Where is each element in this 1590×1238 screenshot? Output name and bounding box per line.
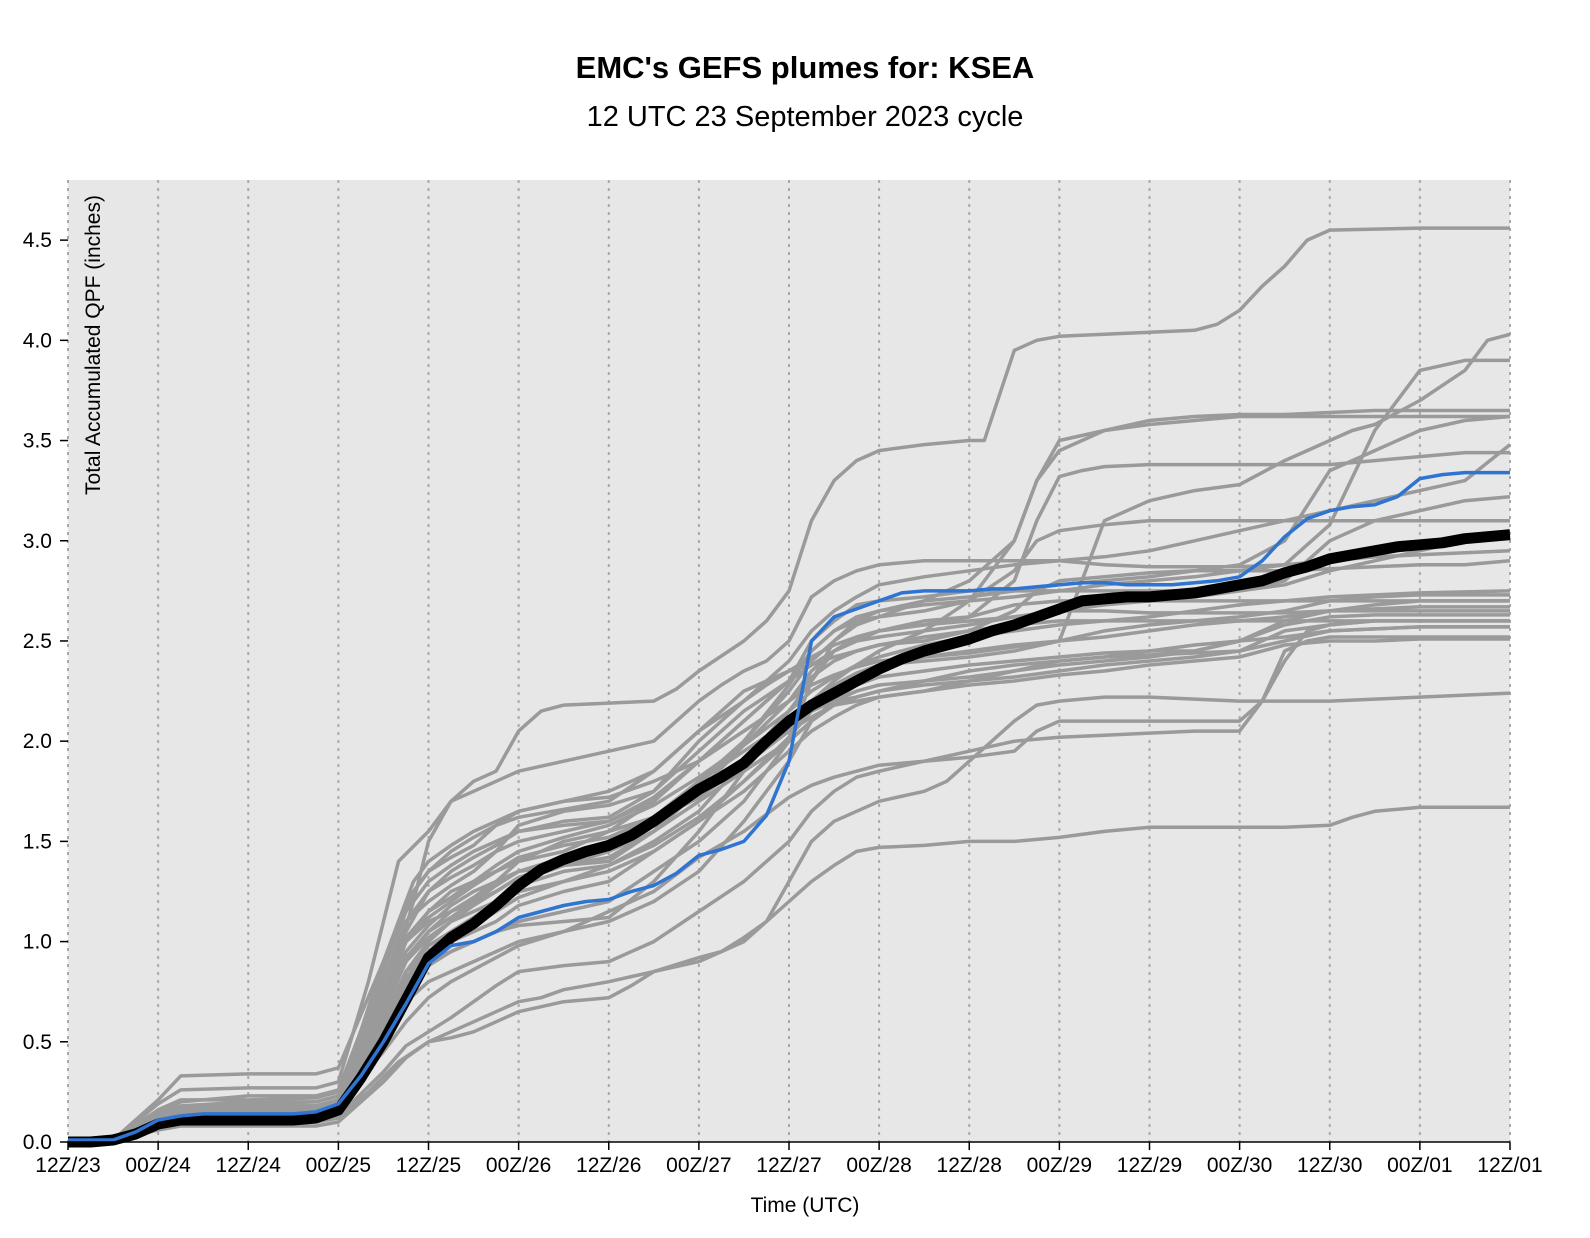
- x-tick-label: 12Z/30: [1297, 1154, 1362, 1177]
- x-tick-label: 12Z/29: [1117, 1154, 1182, 1177]
- y-tick-label: 1.0: [23, 931, 52, 954]
- x-tick-label: 00Z/24: [125, 1154, 191, 1177]
- y-tick-label: 1.5: [23, 830, 52, 853]
- ensemble-mean-layer: [68, 529, 1511, 1148]
- x-tick-label: 00Z/30: [1207, 1154, 1272, 1177]
- x-tick-label: 12Z/28: [937, 1154, 1002, 1177]
- x-tick-label: 12Z/24: [216, 1154, 282, 1177]
- chart-title: EMC's GEFS plumes for: KSEA: [576, 50, 1035, 85]
- x-tick-label: 12Z/27: [756, 1154, 821, 1177]
- chart-subtitle: 12 UTC 23 September 2023 cycle: [587, 101, 1024, 133]
- member-line: [67, 805, 1510, 1144]
- x-axis-label: Time (UTC): [751, 1194, 860, 1217]
- y-tick-label: 4.0: [23, 329, 52, 352]
- x-tick-label: 00Z/25: [306, 1154, 371, 1177]
- x-tick-label: 00Z/26: [486, 1154, 551, 1177]
- mean-line: [68, 529, 1511, 1148]
- y-tick-label: 0.5: [23, 1031, 52, 1054]
- y-tick-label: 3.0: [23, 530, 52, 553]
- y-tick-label: 4.5: [23, 229, 52, 252]
- control-layer: [68, 470, 1510, 1142]
- x-tick-label: 12Z/23: [35, 1154, 100, 1177]
- y-axis-label: Total Accumulated QPF (inches): [82, 195, 105, 495]
- member-line: [67, 691, 1511, 1144]
- control-line: [68, 470, 1510, 1142]
- member-line: [67, 635, 1510, 1144]
- x-tick-label: 00Z/01: [1387, 1154, 1452, 1177]
- y-tick-label: 3.5: [23, 430, 52, 453]
- y-tick-label: 2.5: [23, 630, 52, 653]
- x-tick-label: 00Z/27: [666, 1154, 731, 1177]
- x-tick-label: 12Z/25: [396, 1154, 461, 1177]
- x-tick-label: 12Z/01: [1477, 1154, 1542, 1177]
- x-tick-label: 00Z/28: [846, 1154, 911, 1177]
- y-tick-label: 0.0: [23, 1131, 52, 1154]
- axes: 12Z/23 00Z/24 12Z/24 00Z/25 12Z/25 00Z/26 12Z/…: [23, 229, 1543, 1177]
- x-tick-label: 12Z/26: [576, 1154, 641, 1177]
- y-tick-label: 2.0: [23, 730, 52, 753]
- x-tick-label: 00Z/29: [1027, 1154, 1092, 1177]
